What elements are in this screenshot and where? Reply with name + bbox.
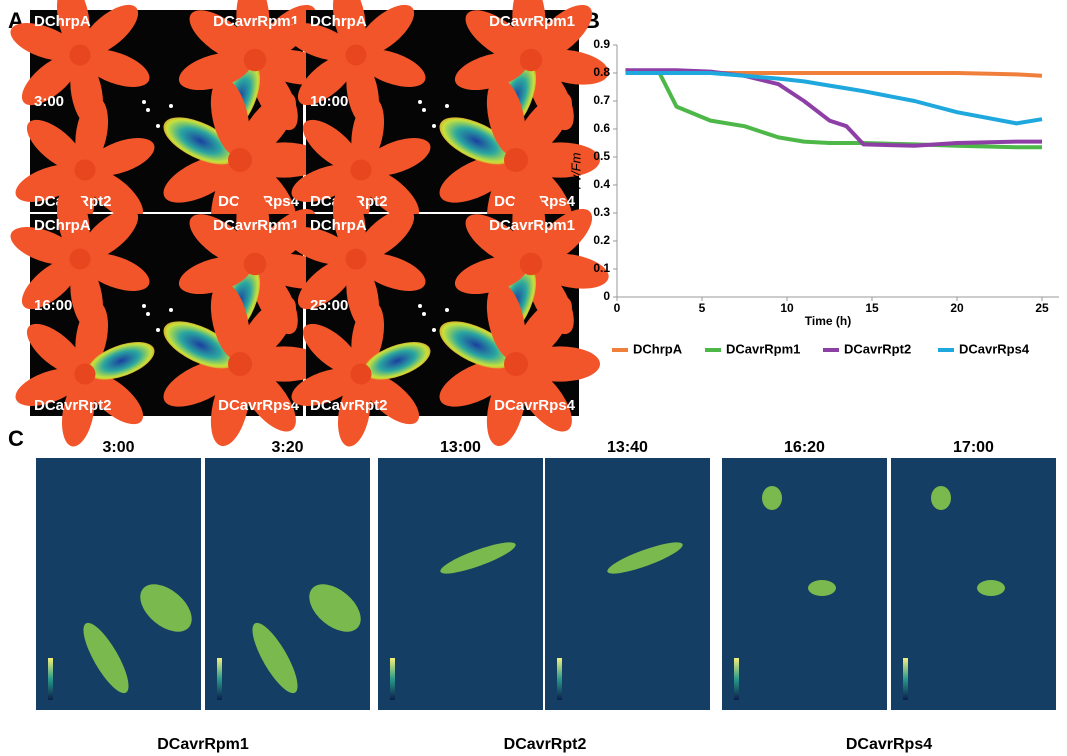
y-tick-label: 0.4 — [593, 177, 610, 191]
rosette-center — [351, 160, 372, 181]
group-label: DCavrRps4 — [846, 736, 932, 753]
image-tile — [722, 458, 887, 710]
line-series — [626, 70, 1043, 146]
y-axis-label: Fv/Fm — [568, 152, 583, 189]
colorbar — [217, 658, 222, 700]
rosette-center — [504, 148, 528, 172]
rosette-center — [244, 49, 267, 72]
image-tile — [378, 458, 543, 710]
time-label: 3:00 — [102, 439, 134, 456]
x-tick-label: 25 — [1035, 301, 1049, 315]
star-marker — [169, 104, 173, 108]
rosette-center — [244, 253, 267, 276]
image-tile — [545, 458, 710, 710]
star-marker — [422, 108, 426, 112]
line-series — [626, 70, 1043, 147]
time-label: 13:40 — [607, 439, 648, 456]
star-marker — [142, 304, 146, 308]
y-tick-label: 0 — [603, 289, 610, 303]
star-marker — [142, 100, 146, 104]
time-label: 17:00 — [953, 439, 994, 456]
line-series — [626, 73, 1043, 123]
colorbar — [48, 658, 53, 700]
strain-label: DCavrRpm1 — [213, 13, 299, 30]
rosette-center — [228, 352, 252, 376]
group-label: DCavrRpm1 — [157, 736, 249, 753]
panel-label: C — [8, 426, 24, 451]
x-tick-label: 15 — [865, 301, 879, 315]
star-marker — [432, 328, 436, 332]
x-tick-label: 0 — [614, 301, 621, 315]
star-marker — [146, 108, 150, 112]
colorbar — [557, 658, 562, 700]
x-tick-label: 5 — [699, 301, 706, 315]
strain-label: DCavrRpt2 — [34, 397, 112, 414]
y-tick-label: 0.1 — [593, 261, 610, 275]
colorbar — [734, 658, 739, 700]
star-marker — [418, 100, 422, 104]
strain-label: DChrpA — [34, 13, 91, 30]
time-label: 25:00 — [310, 297, 348, 314]
image-tile — [891, 458, 1056, 710]
strain-label: DCavrRps4 — [218, 397, 300, 414]
colorbar — [390, 658, 395, 700]
star-marker — [422, 312, 426, 316]
star-marker — [156, 124, 160, 128]
x-tick-label: 10 — [780, 301, 794, 315]
rosette-center — [75, 364, 96, 385]
legend-label: DCavrRpm1 — [726, 341, 800, 356]
y-tick-label: 0.6 — [593, 121, 610, 135]
y-tick-label: 0.2 — [593, 233, 610, 247]
x-tick-label: 20 — [950, 301, 964, 315]
rosette-center — [228, 148, 252, 172]
fluorescence — [762, 486, 782, 510]
star-marker — [156, 328, 160, 332]
strain-label: DCavrRpm1 — [213, 217, 299, 234]
strain-label: DCavrRpm1 — [489, 217, 575, 234]
y-tick-label: 0.3 — [593, 205, 610, 219]
rosette-center — [351, 364, 372, 385]
rosette-center — [346, 249, 367, 270]
figure: ABCDChrpADCavrRpm13:00DCavrRpt2DCavrRps4… — [0, 0, 1067, 756]
time-label: 3:00 — [34, 93, 64, 110]
time-label: 16:20 — [784, 439, 825, 456]
strain-label: DCavrRps4 — [494, 397, 576, 414]
y-tick-label: 0.7 — [593, 93, 610, 107]
y-tick-label: 0.5 — [593, 149, 610, 163]
rosette-center — [504, 352, 528, 376]
strain-label: DCavrRpm1 — [489, 13, 575, 30]
rosette-center — [346, 45, 367, 66]
group-label: DCavrRpt2 — [504, 736, 587, 753]
star-marker — [418, 304, 422, 308]
legend-label: DCavrRps4 — [959, 341, 1030, 356]
star-marker — [146, 312, 150, 316]
star-marker — [432, 124, 436, 128]
strain-label: DCavrRpt2 — [310, 397, 388, 414]
fluorescence — [977, 580, 1005, 596]
star-marker — [445, 308, 449, 312]
strain-label: DChrpA — [310, 217, 367, 234]
legend-label: DCavrRpt2 — [844, 341, 911, 356]
strain-label: DChrpA — [34, 217, 91, 234]
star-marker — [445, 104, 449, 108]
y-tick-label: 0.9 — [593, 37, 610, 51]
fluorescence — [931, 486, 951, 510]
x-axis-label: Time (h) — [805, 314, 851, 328]
rosette-center — [70, 45, 91, 66]
time-label: 10:00 — [310, 93, 348, 110]
colorbar — [903, 658, 908, 700]
rosette-center — [520, 49, 543, 72]
strain-label: DChrpA — [310, 13, 367, 30]
time-label: 3:20 — [271, 439, 303, 456]
time-label: 16:00 — [34, 297, 72, 314]
rosette-center — [520, 253, 543, 276]
time-label: 13:00 — [440, 439, 481, 456]
rosette-center — [70, 249, 91, 270]
legend-label: DChrpA — [633, 341, 683, 356]
y-tick-label: 0.8 — [593, 65, 610, 79]
rosette-center — [75, 160, 96, 181]
star-marker — [169, 308, 173, 312]
fluorescence — [808, 580, 836, 596]
